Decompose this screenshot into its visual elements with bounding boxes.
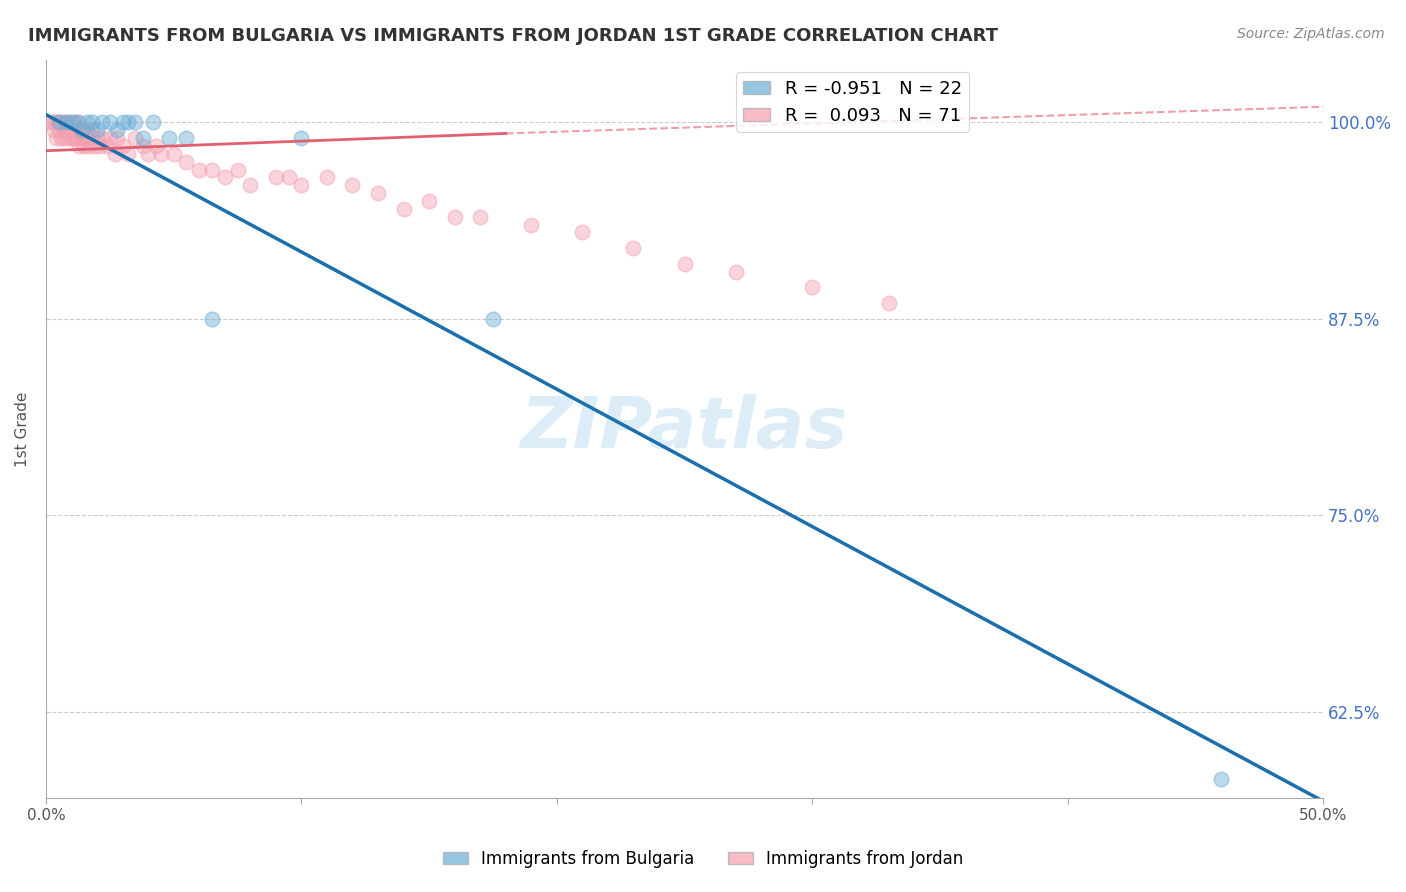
Point — [67, 139, 90, 153]
Point — [45, 131, 67, 145]
Point — [45, 115, 67, 129]
Point — [60, 115, 83, 129]
Point — [226, 162, 249, 177]
Point — [316, 170, 339, 185]
Point — [214, 170, 236, 185]
Point — [70, 123, 93, 137]
Point — [86, 131, 108, 145]
Point — [367, 186, 389, 201]
Point — [132, 131, 155, 145]
Text: Source: ZipAtlas.com: Source: ZipAtlas.com — [1237, 27, 1385, 41]
Point — [58, 131, 80, 145]
Point — [142, 115, 165, 129]
Point — [52, 123, 75, 137]
Point — [111, 139, 134, 153]
Point — [145, 139, 167, 153]
Point — [342, 178, 364, 193]
Point — [55, 115, 77, 129]
Point — [801, 280, 824, 294]
Point — [124, 131, 146, 145]
Point — [55, 115, 77, 129]
Point — [65, 115, 87, 129]
Point — [51, 115, 73, 129]
Point — [176, 154, 198, 169]
Point — [98, 131, 121, 145]
Point — [111, 115, 134, 129]
Point — [63, 115, 86, 129]
Point — [80, 123, 103, 137]
Point — [163, 147, 186, 161]
Point — [277, 170, 299, 185]
Point — [188, 162, 211, 177]
Text: ZIPatlas: ZIPatlas — [520, 394, 848, 463]
Point — [877, 296, 900, 310]
Point — [239, 178, 262, 193]
Legend: Immigrants from Bulgaria, Immigrants from Jordan: Immigrants from Bulgaria, Immigrants fro… — [436, 844, 970, 875]
Point — [623, 241, 645, 255]
Point — [157, 131, 180, 145]
Point — [673, 257, 696, 271]
Point — [76, 123, 98, 137]
Point — [392, 202, 415, 216]
Point — [520, 218, 543, 232]
Point — [201, 311, 224, 326]
Point — [73, 131, 96, 145]
Point — [80, 131, 103, 145]
Point — [124, 115, 146, 129]
Point — [65, 131, 87, 145]
Point — [107, 123, 129, 137]
Point — [60, 123, 83, 137]
Point — [176, 131, 198, 145]
Point — [42, 115, 65, 129]
Point — [117, 115, 139, 129]
Point — [55, 123, 77, 137]
Point — [96, 139, 118, 153]
Point — [73, 139, 96, 153]
Point — [48, 115, 70, 129]
Point — [76, 131, 98, 145]
Point — [86, 123, 108, 137]
Point — [91, 115, 114, 129]
Point — [39, 115, 62, 129]
Point — [132, 139, 155, 153]
Point — [65, 123, 87, 137]
Point — [290, 131, 312, 145]
Point — [83, 139, 105, 153]
Point — [107, 131, 129, 145]
Point — [67, 115, 90, 129]
Point — [89, 139, 111, 153]
Point — [60, 131, 83, 145]
Point — [290, 178, 312, 193]
Point — [264, 170, 287, 185]
Point — [98, 115, 121, 129]
Point — [52, 131, 75, 145]
Point — [470, 210, 492, 224]
Point — [70, 131, 93, 145]
Point — [58, 115, 80, 129]
Legend: R = -0.951   N = 22, R =  0.093   N = 71: R = -0.951 N = 22, R = 0.093 N = 71 — [737, 72, 969, 132]
Point — [1209, 772, 1232, 787]
Y-axis label: 1st Grade: 1st Grade — [15, 392, 30, 467]
Point — [443, 210, 465, 224]
Point — [70, 123, 93, 137]
Point — [76, 115, 98, 129]
Point — [48, 123, 70, 137]
Point — [63, 131, 86, 145]
Point — [117, 147, 139, 161]
Point — [104, 147, 127, 161]
Point — [201, 162, 224, 177]
Point — [149, 147, 172, 161]
Point — [136, 147, 159, 161]
Point — [482, 311, 505, 326]
Point — [42, 123, 65, 137]
Point — [80, 115, 103, 129]
Point — [571, 226, 593, 240]
Point — [48, 115, 70, 129]
Point — [418, 194, 440, 208]
Point — [724, 265, 747, 279]
Point — [79, 139, 101, 153]
Text: IMMIGRANTS FROM BULGARIA VS IMMIGRANTS FROM JORDAN 1ST GRADE CORRELATION CHART: IMMIGRANTS FROM BULGARIA VS IMMIGRANTS F… — [28, 27, 998, 45]
Point — [51, 131, 73, 145]
Point — [91, 131, 114, 145]
